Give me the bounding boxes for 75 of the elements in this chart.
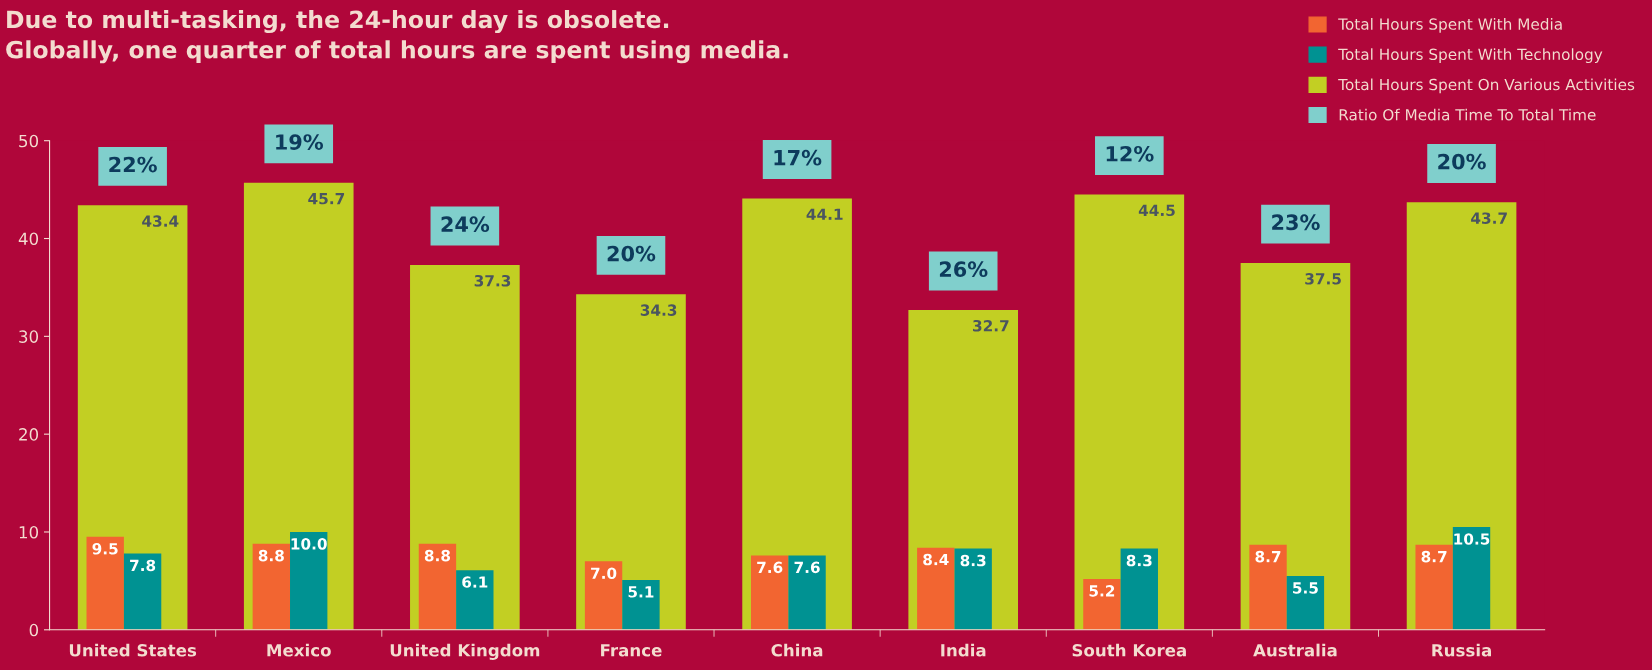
annotation: 20% bbox=[1438, 153, 1486, 170]
bar bbox=[456, 570, 494, 630]
annotation: 17% bbox=[774, 149, 822, 166]
data-label: 43.4 bbox=[142, 215, 179, 227]
data-label: 8.3 bbox=[960, 554, 986, 567]
data-label: 8.7 bbox=[1421, 550, 1447, 563]
data-label: 9.5 bbox=[92, 543, 118, 555]
data-label: 8.4 bbox=[923, 553, 949, 566]
bar bbox=[86, 536, 124, 630]
bar bbox=[1120, 548, 1158, 630]
data-label: 8.3 bbox=[1126, 554, 1152, 567]
chart-title: Due to multi-tasking, the 24-hour day is obsolete. Globally, one quarter of total hours are spent using media. bbox=[6, 10, 788, 64]
bar bbox=[418, 543, 457, 630]
data-label: 5.1 bbox=[628, 586, 654, 598]
data-label: 10.0 bbox=[291, 538, 327, 550]
annotation: 26% bbox=[939, 261, 988, 278]
bar bbox=[750, 555, 789, 630]
data-label: 10.5 bbox=[1454, 533, 1490, 545]
legend-label: Total Hours Spent With Technology bbox=[1338, 48, 1603, 64]
data-label: 32.7 bbox=[973, 319, 1009, 332]
data-label: 37.3 bbox=[474, 274, 511, 287]
annotation: 22% bbox=[109, 156, 157, 173]
data-label: 44.5 bbox=[1138, 204, 1175, 217]
annotation: 20% bbox=[607, 245, 656, 262]
bar bbox=[917, 547, 955, 630]
data-label: 8.8 bbox=[258, 549, 284, 562]
data-label: 34.3 bbox=[640, 304, 677, 316]
x-tick-label: Russia bbox=[1432, 643, 1491, 657]
legend-label: Total Hours Spent On Various Activities bbox=[1338, 78, 1635, 94]
data-label: 7.0 bbox=[591, 567, 617, 580]
x-tick-label: United States bbox=[69, 643, 197, 657]
bar bbox=[1286, 576, 1325, 630]
annotation: 23% bbox=[1272, 214, 1320, 231]
data-label: 8.7 bbox=[1255, 550, 1281, 563]
annotation: 12% bbox=[1106, 145, 1154, 162]
bar bbox=[290, 531, 328, 630]
x-tick-label: France bbox=[601, 644, 662, 657]
bar bbox=[622, 579, 660, 630]
y-tick-label: 30 bbox=[19, 330, 39, 343]
x-tick-label: South Korea bbox=[1072, 643, 1186, 657]
data-label: 5.5 bbox=[1293, 582, 1318, 594]
x-tick-label: India bbox=[941, 643, 986, 657]
data-label: 7.8 bbox=[130, 559, 156, 572]
y-tick-label: 20 bbox=[19, 428, 39, 441]
bar bbox=[954, 548, 992, 630]
y-tick-label: 0 bbox=[29, 623, 39, 637]
legend-label: Total Hours Spent With Media bbox=[1338, 18, 1562, 33]
bar bbox=[1074, 194, 1185, 630]
data-label: 8.8 bbox=[424, 549, 451, 562]
bar bbox=[123, 553, 162, 630]
data-label: 5.2 bbox=[1089, 585, 1115, 597]
data-label: 45.7 bbox=[308, 193, 345, 205]
y-tick-label: 40 bbox=[18, 232, 39, 246]
data-label: 44.1 bbox=[806, 208, 843, 220]
bar bbox=[1415, 544, 1453, 630]
legend-label: Ratio Of Media Time To Total Time bbox=[1339, 108, 1596, 121]
y-tick-label: 10 bbox=[19, 525, 39, 539]
data-label: 43.7 bbox=[1471, 212, 1507, 224]
data-label: 7.6 bbox=[794, 561, 820, 574]
data-label: 7.6 bbox=[757, 561, 783, 574]
x-tick-label: Australia bbox=[1253, 643, 1337, 657]
x-tick-label: China bbox=[771, 643, 823, 657]
bar bbox=[584, 561, 623, 630]
bar bbox=[252, 543, 291, 630]
data-label: 6.1 bbox=[462, 576, 488, 588]
bar bbox=[788, 555, 826, 630]
data-label: 37.5 bbox=[1305, 273, 1341, 285]
y-tick-label: 50 bbox=[19, 134, 39, 148]
x-tick-label: Mexico bbox=[267, 643, 331, 657]
annotation: 24% bbox=[441, 216, 490, 233]
bar bbox=[1452, 527, 1491, 630]
bar bbox=[1249, 544, 1287, 630]
annotation: 19% bbox=[276, 134, 324, 150]
x-tick-label: United Kingdom bbox=[390, 643, 540, 660]
bar bbox=[1083, 578, 1121, 630]
